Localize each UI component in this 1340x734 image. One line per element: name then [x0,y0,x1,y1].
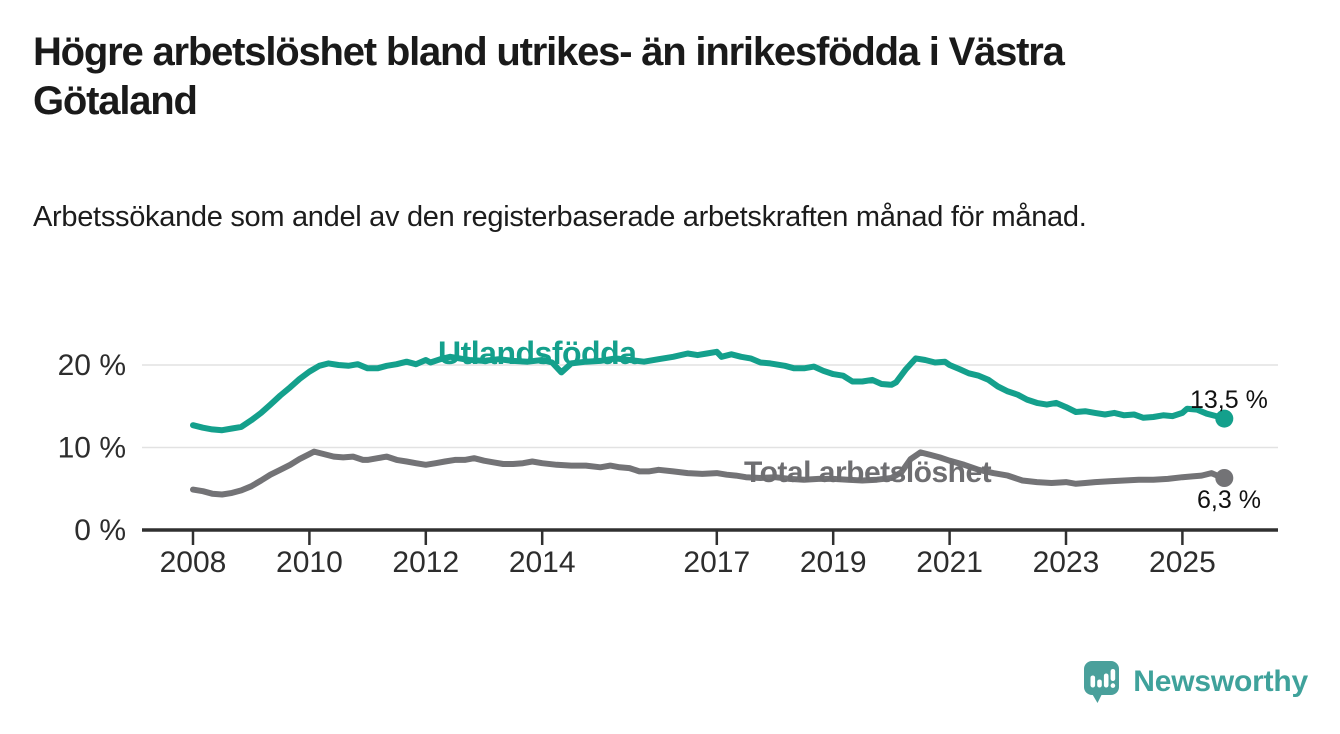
svg-text:2023: 2023 [1033,546,1100,579]
end-value-utlandsfodda: 13,5 % [1190,386,1268,414]
svg-text:20 %: 20 % [58,349,126,382]
svg-text:2010: 2010 [276,546,343,579]
end-value-total-arbetsloshet: 6,3 % [1197,486,1261,514]
svg-text:2017: 2017 [683,546,750,579]
svg-text:0 %: 0 % [74,514,126,547]
series-label-total-arbetsloshet: Total arbetslöshet [744,456,992,489]
svg-text:2021: 2021 [916,546,983,579]
chart-title: Högre arbetslöshet bland utrikes- än inr… [33,30,1065,124]
newsworthy-logo: Newsworthy [1082,660,1308,704]
svg-text:10 %: 10 % [58,432,126,465]
svg-text:2025: 2025 [1149,546,1216,579]
svg-text:2014: 2014 [509,546,576,579]
newsworthy-logo-text: Newsworthy [1133,665,1308,698]
svg-text:2019: 2019 [800,546,867,579]
series-label-utlandsfodda: Utlandsfödda [438,335,637,371]
svg-text:2008: 2008 [160,546,227,579]
chart-subtitle: Arbetssökande som andel av den registerb… [33,201,1087,233]
svg-text:2012: 2012 [392,546,459,579]
newsworthy-bubble-chart-icon [1084,661,1120,703]
